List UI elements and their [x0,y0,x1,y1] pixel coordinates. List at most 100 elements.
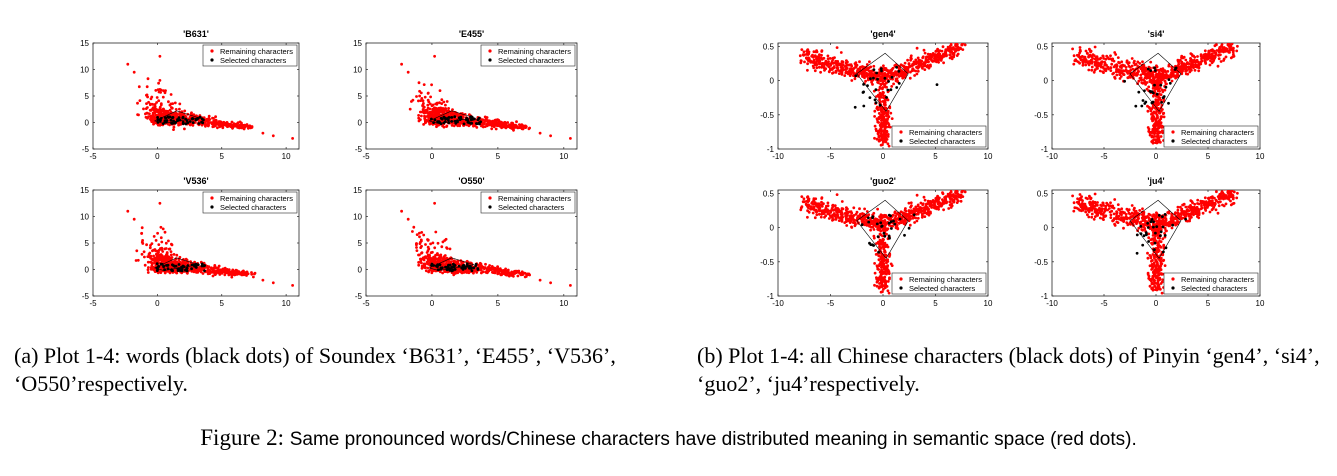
remaining-point [1224,55,1228,59]
remaining-point [244,124,248,128]
remaining-point [410,100,413,103]
remaining-point [498,268,501,271]
x-tick-label: -10 [1046,152,1058,161]
remaining-point [1147,85,1151,89]
remaining-point [472,271,475,275]
remaining-point [446,112,450,116]
remaining-point [878,139,881,143]
remaining-point [441,271,444,275]
remaining-point [430,83,433,87]
remaining-point [483,125,487,128]
remaining-point [149,97,153,101]
legend-label: Selected characters [1181,137,1248,146]
remaining-point [136,101,139,105]
remaining-point [824,67,828,71]
remaining-point [936,55,940,59]
remaining-point [440,102,444,105]
remaining-point [422,105,426,109]
remaining-point [1159,121,1163,125]
selected-point [854,74,858,78]
remaining-point [811,53,814,57]
remaining-point [445,100,449,103]
selected-point [172,264,176,268]
remaining-point [145,85,149,89]
remaining-point [175,253,179,257]
x-tick-label: 5 [933,152,938,161]
remaining-point [837,72,841,75]
remaining-point [889,71,893,75]
remaining-point [1111,57,1114,61]
remaining-point [910,57,913,61]
remaining-point [134,259,138,262]
remaining-point [137,113,140,117]
remaining-point [1159,72,1163,76]
remaining-point [839,62,843,66]
remaining-point [871,83,874,86]
selected-point [895,86,899,89]
remaining-point [858,66,862,70]
selected-hull-line [428,110,475,124]
point-layer [1071,39,1239,145]
remaining-point [422,83,426,86]
remaining-point [1157,73,1161,76]
remaining-point [211,121,215,125]
remaining-point [218,122,222,126]
remaining-point [854,61,858,65]
remaining-point [1141,66,1144,69]
remaining-point [140,226,144,230]
remaining-point [1209,59,1212,63]
y-tick-label: -5 [355,292,363,301]
selected-point [1148,90,1152,93]
remaining-point [415,242,418,245]
remaining-point [962,34,965,37]
remaining-point [417,263,421,267]
remaining-point [424,256,428,259]
remaining-point [225,269,229,273]
remaining-point [1163,69,1166,72]
remaining-point [1116,56,1120,59]
selected-point [1134,104,1138,108]
selected-point [853,105,857,109]
remaining-point [886,133,890,136]
remaining-point [887,291,891,295]
remaining-point [1217,53,1221,57]
remaining-point [1102,57,1105,60]
remaining-point [827,70,831,73]
remaining-point [151,120,155,124]
remaining-point [827,60,830,63]
remaining-point [819,70,822,74]
x-tick-label: 0 [881,152,886,161]
remaining-point [168,271,172,275]
remaining-point [1156,127,1160,131]
remaining-point [465,259,469,263]
remaining-point [161,227,165,231]
remaining-point [881,87,884,91]
legend-remaining-marker [210,196,214,200]
remaining-point [1230,39,1233,42]
remaining-point [826,57,830,61]
remaining-point [168,103,172,107]
remaining-point [449,113,453,117]
remaining-point [938,57,942,61]
remaining-point [426,98,430,102]
remaining-point [884,136,888,140]
remaining-point [508,125,512,129]
y-tick-label: 10 [80,66,89,75]
remaining-point [1160,74,1163,78]
remaining-point [1199,55,1203,58]
remaining-point [487,121,491,124]
selected-point [1140,104,1144,108]
x-tick-label: -5 [362,299,370,308]
remaining-point [807,57,811,61]
x-tick-label: 10 [559,299,568,308]
remaining-point [1119,75,1123,78]
remaining-point [183,109,187,113]
remaining-point [806,62,809,66]
remaining-point [424,243,427,246]
remaining-point [1216,64,1220,68]
remaining-point [194,268,198,272]
selected-point [1150,101,1154,105]
remaining-point [1184,72,1188,76]
